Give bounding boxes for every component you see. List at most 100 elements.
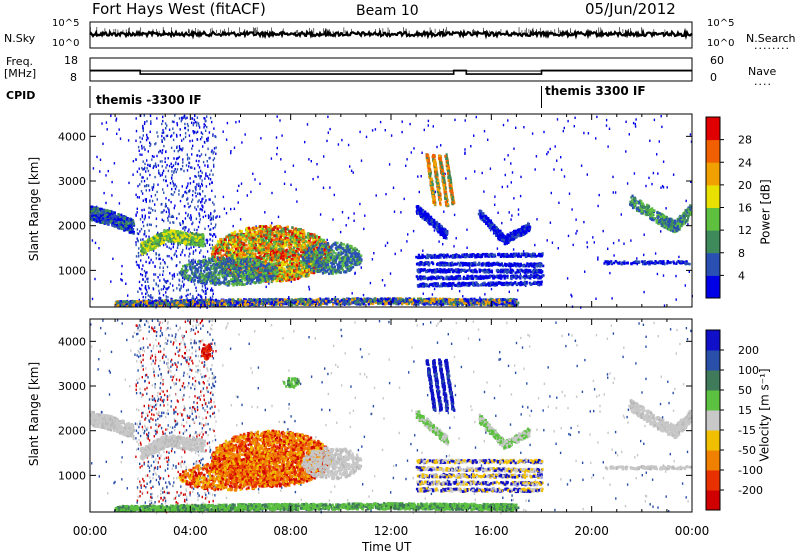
power-background-echo	[271, 222, 272, 224]
power-evening-band	[686, 219, 688, 222]
power-ground-scatter	[122, 300, 124, 303]
power-sparse-echo	[142, 168, 143, 170]
power-background-echo	[634, 172, 635, 174]
power-sparse-echo	[166, 164, 167, 166]
power-ground-scatter	[449, 299, 451, 302]
power-ground-scatter	[343, 301, 345, 304]
power-sparse-echo	[198, 160, 199, 162]
power-background-echo	[224, 208, 225, 210]
power-evening-band	[679, 220, 681, 223]
power-background-echo	[385, 245, 386, 247]
power-ground-scatter	[116, 301, 118, 304]
power-sparse-echo	[209, 131, 210, 133]
power-background-echo	[380, 121, 381, 123]
power-sparse-echo	[143, 200, 144, 202]
power-ground-scatter	[251, 303, 253, 306]
power-background-echo	[440, 144, 441, 146]
power-sparse-echo	[158, 285, 159, 287]
power-background-echo	[110, 115, 111, 117]
power-sparse-echo	[214, 210, 215, 212]
power-background-echo	[584, 271, 585, 273]
power-sparse-echo	[199, 252, 200, 254]
power-evening-band	[663, 224, 665, 227]
power-ground-scatter	[262, 298, 264, 301]
power-evening-band	[686, 209, 688, 212]
power-sparse-echo	[206, 292, 207, 294]
power-sparse-echo	[167, 255, 168, 257]
power-sparse-echo	[143, 168, 144, 170]
power-sparse-echo	[212, 244, 213, 246]
power-background-echo	[512, 171, 513, 173]
power-sparse-echo	[198, 226, 199, 228]
power-arc	[183, 238, 185, 241]
power-evening-band	[638, 210, 640, 213]
power-sparse-echo	[199, 126, 200, 128]
power-background-echo	[494, 204, 495, 206]
power-arc	[177, 239, 179, 242]
power-background-echo	[105, 174, 106, 176]
power-background-echo	[116, 133, 117, 135]
power-sparse-echo	[170, 283, 171, 285]
power-sparse-echo	[204, 117, 205, 119]
power-background-echo	[120, 278, 121, 280]
power-sparse-echo	[196, 124, 197, 126]
power-sparse-echo	[156, 225, 157, 227]
power-background-echo	[561, 169, 562, 171]
power-sparse-echo	[193, 132, 194, 134]
power-sparse-echo	[176, 171, 177, 173]
power-sparse-echo	[163, 145, 164, 147]
power-sparse-echo	[215, 146, 216, 148]
power-sparse-echo	[209, 157, 210, 159]
power-sparse-echo	[174, 205, 175, 207]
power-sparse-echo	[170, 201, 171, 203]
power-sparse-echo	[179, 156, 180, 158]
power-sparse-echo	[162, 165, 163, 167]
power-sparse-echo	[212, 240, 213, 242]
power-background-echo	[510, 218, 511, 220]
power-sparse-echo	[158, 151, 159, 153]
power-background-echo	[513, 197, 514, 199]
power-sparse-echo	[167, 266, 168, 268]
power-sparse-echo	[167, 217, 168, 219]
power-background-echo	[661, 115, 662, 117]
power-evening-band	[632, 195, 634, 198]
power-background-echo	[213, 127, 214, 129]
power-sparse-echo	[214, 147, 215, 149]
power-ground-scatter	[509, 299, 511, 302]
power-sparse-echo	[215, 216, 216, 218]
power-sparse-echo	[196, 229, 197, 231]
power-sparse-echo	[179, 145, 180, 147]
power-sparse-echo	[182, 220, 183, 222]
power-sparse-echo	[192, 190, 193, 192]
power-ground-scatter	[505, 304, 507, 307]
power-arc	[151, 243, 153, 246]
power-background-echo	[359, 131, 360, 133]
power-sparse-echo	[142, 137, 143, 139]
power-background-echo	[227, 122, 228, 124]
power-arc	[202, 238, 204, 241]
power-sparse-echo	[192, 222, 193, 224]
power-sparse-echo	[202, 289, 203, 291]
power-ground-scatter	[488, 299, 490, 302]
power-sparse-echo	[188, 162, 189, 164]
power-sparse-echo	[171, 163, 172, 165]
power-early-band	[91, 217, 93, 220]
power-ground-scatter	[384, 303, 386, 306]
power-sparse-echo	[200, 175, 201, 177]
power-sparse-echo	[144, 270, 145, 272]
power-sparse-echo	[172, 277, 173, 279]
power-ground-scatter	[221, 299, 223, 302]
power-background-echo	[678, 256, 679, 258]
power-background-echo	[636, 257, 637, 259]
power-ground-scatter	[388, 302, 390, 305]
power-sparse-echo	[149, 189, 150, 191]
power-evening-band	[689, 204, 691, 207]
power-sparse-echo	[182, 161, 183, 163]
power-background-echo	[558, 202, 559, 204]
power-sparse-echo	[158, 254, 159, 256]
power-arc	[181, 239, 183, 242]
power-background-echo	[127, 294, 128, 296]
power-sparse-echo	[187, 215, 188, 217]
power-ground-scatter	[412, 302, 414, 305]
power-background-echo	[326, 140, 327, 142]
